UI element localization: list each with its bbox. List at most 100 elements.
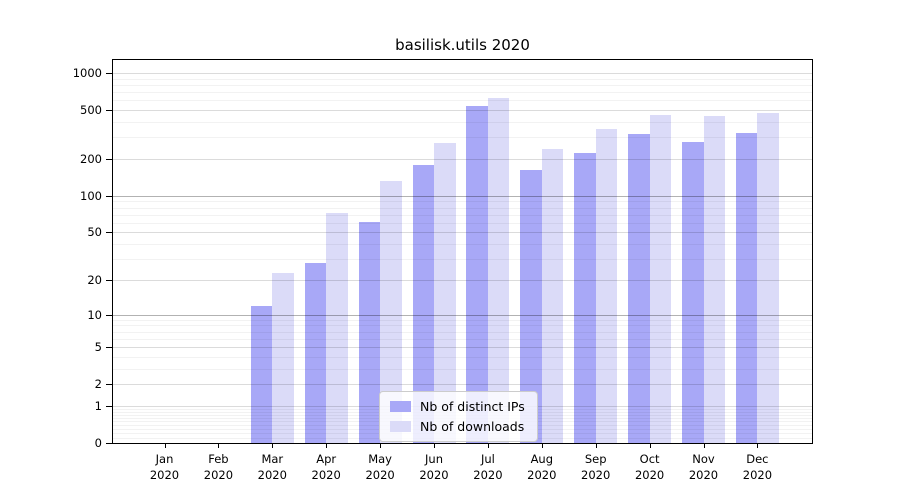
x-label-month: Feb xyxy=(208,452,229,466)
gridline-500 xyxy=(113,110,812,111)
x-label-year: 2020 xyxy=(365,468,395,482)
x-tick-sep xyxy=(595,444,597,448)
bar-downloads-apr xyxy=(326,213,348,443)
y-tick-20 xyxy=(106,279,112,281)
x-tick-label-jan: Jan 2020 xyxy=(138,451,192,483)
x-tick-jan xyxy=(164,444,166,448)
y-tick-10 xyxy=(106,314,112,316)
y-tick-label-500: 500 xyxy=(80,102,102,117)
x-label-month: Sep xyxy=(584,452,607,466)
bar-downloads-oct xyxy=(649,114,672,443)
gridline-minor xyxy=(113,84,812,86)
y-tick-label-0: 0 xyxy=(94,436,102,450)
y-tick-label-2: 2 xyxy=(94,377,102,392)
legend: Nb of distinct IPs Nb of downloads xyxy=(379,391,538,442)
y-tick-100 xyxy=(106,195,112,197)
bar-distinct-ips-aug xyxy=(520,170,542,443)
x-tick-label-jul: Jul 2020 xyxy=(461,451,515,483)
y-tick-label-10: 10 xyxy=(87,307,102,322)
x-label-month: Jul xyxy=(480,452,495,466)
x-label-month: Jan xyxy=(155,452,174,466)
x-tick-jul xyxy=(487,444,489,448)
y-tick-0 xyxy=(106,443,112,444)
bar-distinct-ips-jun xyxy=(412,164,434,443)
bar-downloads-mar xyxy=(272,272,294,443)
x-label-year: 2020 xyxy=(473,468,503,482)
x-tick-label-oct: Oct 2020 xyxy=(623,451,677,483)
x-tick-feb xyxy=(218,444,220,448)
bar-downloads-may xyxy=(380,180,402,443)
x-label-year: 2020 xyxy=(311,468,341,482)
gridline-1000 xyxy=(113,72,812,74)
bar-downloads-dec xyxy=(757,112,779,443)
y-tick-1000 xyxy=(106,72,112,74)
x-label-year: 2020 xyxy=(203,468,234,482)
y-tick-label-1000: 1000 xyxy=(72,65,102,80)
x-tick-label-may: May 2020 xyxy=(353,451,407,483)
x-label-month: Jun xyxy=(425,452,443,466)
y-tick-label-200: 200 xyxy=(80,151,102,166)
x-label-year: 2020 xyxy=(742,468,773,482)
bar-distinct-ips-apr xyxy=(304,262,327,443)
bar-distinct-ips-mar xyxy=(250,305,273,443)
x-tick-label-jun: Jun 2020 xyxy=(407,451,461,483)
y-tick-label-20: 20 xyxy=(87,272,102,287)
x-label-month: Apr xyxy=(316,452,337,466)
x-tick-jun xyxy=(434,444,435,448)
bar-distinct-ips-jul xyxy=(466,106,488,443)
y-tick-5 xyxy=(106,347,112,348)
x-tick-oct xyxy=(649,444,651,448)
x-label-month: Aug xyxy=(530,452,554,466)
bar-distinct-ips-nov xyxy=(682,142,704,443)
x-tick-aug xyxy=(541,444,543,448)
x-label-year: 2020 xyxy=(527,468,557,482)
gridline-minor xyxy=(113,92,812,93)
x-tick-label-dec: Dec 2020 xyxy=(730,451,784,483)
x-label-year: 2020 xyxy=(419,468,449,482)
x-tick-mar xyxy=(272,444,274,448)
bar-distinct-ips-dec xyxy=(735,132,758,443)
bar-downloads-nov xyxy=(703,116,725,443)
y-tick-label-100: 100 xyxy=(80,188,102,203)
gridline-minor xyxy=(113,78,812,80)
bar-downloads-aug xyxy=(541,148,564,443)
x-tick-label-sep: Sep 2020 xyxy=(569,451,623,483)
x-label-month: May xyxy=(368,452,392,466)
x-tick-nov xyxy=(703,444,705,448)
y-tick-label-50: 50 xyxy=(87,225,102,240)
y-tick-2 xyxy=(106,384,112,386)
legend-label-distinct-ips: Nb of distinct IPs xyxy=(420,399,525,414)
x-tick-label-mar: Mar 2020 xyxy=(245,451,299,483)
bar-downloads-sep xyxy=(595,128,618,443)
legend-item-downloads: Nb of downloads xyxy=(390,419,525,434)
y-tick-500 xyxy=(106,109,112,111)
x-label-month: Mar xyxy=(261,452,284,466)
legend-swatch-downloads xyxy=(390,421,411,432)
x-label-year: 2020 xyxy=(257,468,287,482)
y-tick-label-5: 5 xyxy=(94,340,102,354)
y-tick-label-1: 1 xyxy=(94,398,102,413)
gridline-minor xyxy=(113,100,812,102)
bar-distinct-ips-may xyxy=(358,221,381,443)
x-label-year: 2020 xyxy=(149,468,180,482)
legend-label-downloads: Nb of downloads xyxy=(420,419,525,434)
y-tick-200 xyxy=(106,158,112,160)
x-label-month: Dec xyxy=(746,452,769,466)
legend-swatch-distinct-ips xyxy=(390,401,411,412)
x-label-month: Oct xyxy=(639,452,660,466)
y-tick-50 xyxy=(106,232,112,234)
legend-item-distinct-ips: Nb of distinct IPs xyxy=(390,399,525,414)
x-tick-dec xyxy=(757,444,759,448)
bar-downloads-jul xyxy=(487,98,510,443)
x-label-year: 2020 xyxy=(688,468,719,482)
x-label-year: 2020 xyxy=(581,468,611,482)
x-tick-apr xyxy=(326,444,328,448)
x-tick-label-apr: Apr 2020 xyxy=(299,451,353,483)
y-tick-1 xyxy=(106,405,112,407)
x-tick-label-feb: Feb 2020 xyxy=(191,451,245,483)
bar-distinct-ips-sep xyxy=(574,153,596,443)
plot-area: Nb of distinct IPs Nb of downloads xyxy=(112,59,813,444)
x-tick-may xyxy=(380,444,382,448)
x-label-month: Nov xyxy=(692,452,715,466)
